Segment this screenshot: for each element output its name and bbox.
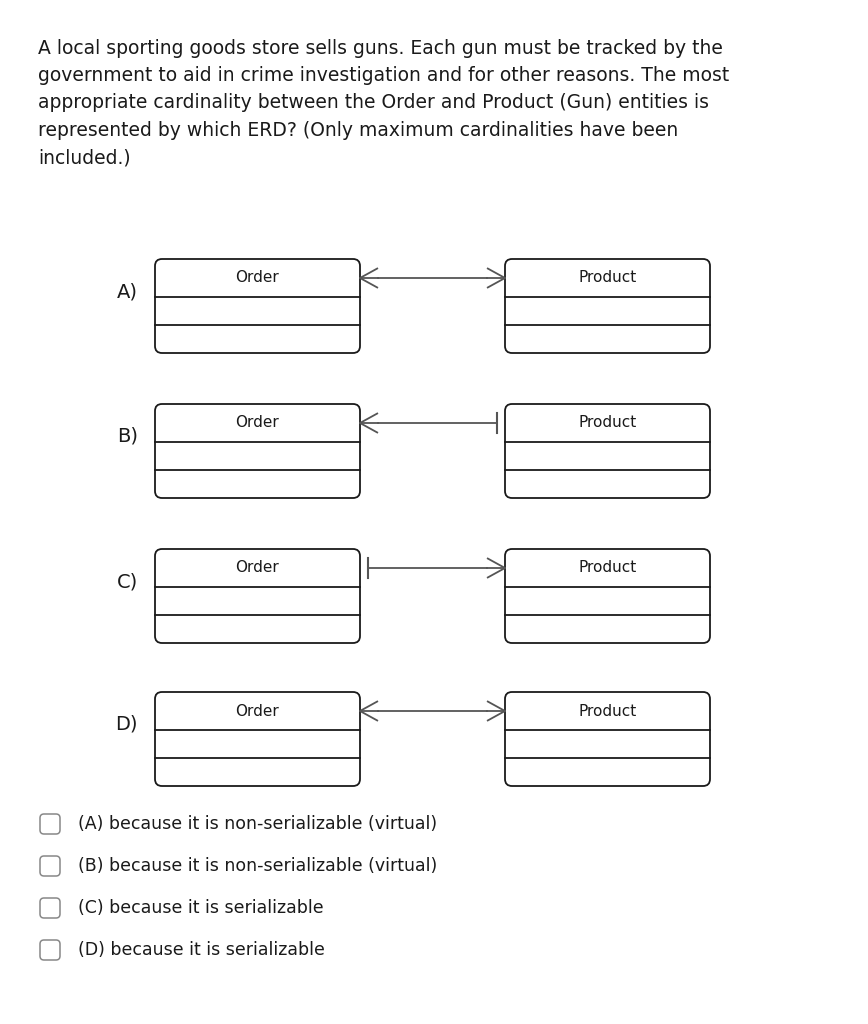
Text: A local sporting goods store sells guns. Each gun must be tracked by the
governm: A local sporting goods store sells guns.…	[38, 39, 729, 167]
Text: (B) because it is non-serializable (virtual): (B) because it is non-serializable (virt…	[78, 857, 437, 874]
FancyBboxPatch shape	[155, 549, 360, 643]
Text: (A) because it is non-serializable (virtual): (A) because it is non-serializable (virt…	[78, 815, 437, 833]
FancyBboxPatch shape	[40, 898, 60, 918]
Text: (C) because it is serializable: (C) because it is serializable	[78, 899, 324, 918]
Text: D): D)	[115, 715, 138, 734]
Text: Order: Order	[235, 703, 279, 719]
FancyBboxPatch shape	[505, 259, 710, 353]
FancyBboxPatch shape	[155, 404, 360, 498]
FancyBboxPatch shape	[505, 404, 710, 498]
FancyBboxPatch shape	[505, 549, 710, 643]
Text: B): B)	[117, 427, 138, 446]
Text: Order: Order	[235, 270, 279, 286]
FancyBboxPatch shape	[40, 856, 60, 876]
FancyBboxPatch shape	[505, 692, 710, 786]
Text: Order: Order	[235, 560, 279, 575]
Text: Product: Product	[578, 560, 636, 575]
Text: C): C)	[117, 572, 138, 591]
Text: Order: Order	[235, 416, 279, 430]
FancyBboxPatch shape	[155, 259, 360, 353]
Text: Product: Product	[578, 270, 636, 286]
Text: Product: Product	[578, 416, 636, 430]
FancyBboxPatch shape	[40, 940, 60, 961]
Text: Product: Product	[578, 703, 636, 719]
Text: (D) because it is serializable: (D) because it is serializable	[78, 941, 325, 959]
FancyBboxPatch shape	[155, 692, 360, 786]
Text: A): A)	[117, 282, 138, 301]
FancyBboxPatch shape	[40, 814, 60, 834]
